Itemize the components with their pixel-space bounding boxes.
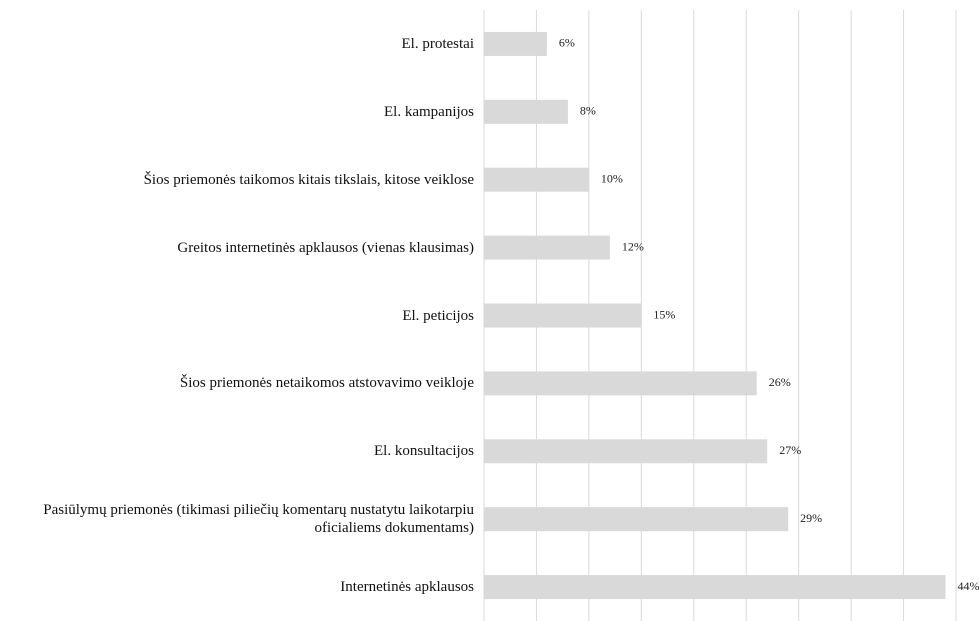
bar (484, 235, 610, 260)
y-tick-label: El. konsultacijos (374, 443, 474, 460)
value-label: 27% (779, 443, 801, 457)
bar (484, 31, 547, 56)
bar (484, 439, 768, 464)
bar (484, 371, 757, 396)
y-tick-label: El. peticijos (402, 307, 474, 324)
value-label: 29% (800, 511, 822, 525)
y-tick-label: Šios priemonės netaikomos atstovavimo ve… (179, 375, 474, 392)
y-tick-label: Internetinės apklausos (340, 579, 474, 596)
value-label: 10% (601, 171, 623, 185)
value-label: 12% (622, 239, 644, 253)
y-tick-label: El. protestai (401, 35, 474, 52)
y-tick-label: El. kampanijos (384, 103, 474, 120)
y-tick-label: Šios priemonės taikomos kitais tikslais,… (143, 171, 474, 188)
bar (484, 167, 589, 192)
bar (484, 507, 789, 532)
bar (484, 99, 568, 124)
value-label: 15% (653, 307, 675, 321)
value-label: 26% (769, 375, 791, 389)
value-label: 8% (580, 104, 596, 118)
y-tick-label: Greitos internetinės apklausos (vienas k… (177, 239, 474, 256)
bar (484, 303, 642, 328)
bar (484, 575, 946, 600)
value-label: 44% (958, 579, 979, 593)
value-label: 6% (559, 36, 575, 50)
y-tick-label: Pasiūlymų priemonės (tikimasi piliečių k… (43, 502, 474, 537)
